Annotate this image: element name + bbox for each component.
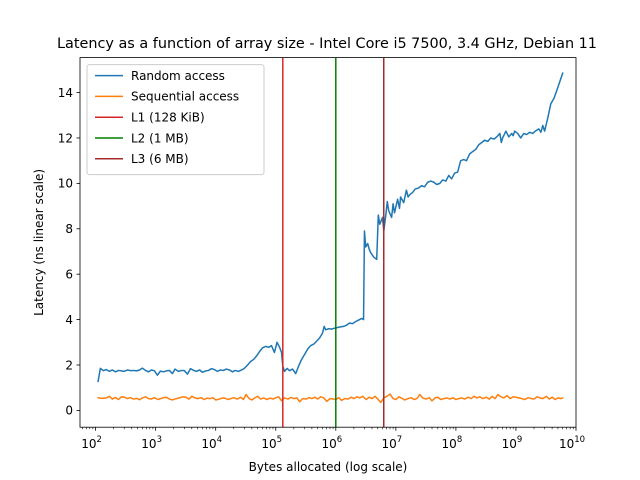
y-tick-label: 12 xyxy=(58,131,73,145)
x-tick-label: 104 xyxy=(201,435,222,451)
legend: Random access Sequential access L1 (128 Ki… xyxy=(86,64,265,176)
legend-box xyxy=(86,64,265,176)
legend-label-l2-1-mb: L2 (1 MB) xyxy=(131,131,189,145)
data-layer xyxy=(97,57,564,428)
axes-frame xyxy=(79,57,577,428)
y-tick-label: 2 xyxy=(65,358,73,372)
y-tick-label: 14 xyxy=(58,86,73,100)
chart-title: Latency as a function of array size - In… xyxy=(57,36,597,52)
x-tick-label: 102 xyxy=(81,435,102,451)
x-tick-label: 1010 xyxy=(559,435,585,451)
series-line-sequential-access xyxy=(97,393,564,404)
x-tick-label: 109 xyxy=(502,435,523,451)
y-tick-label: 8 xyxy=(65,222,73,236)
x-tick-label: 106 xyxy=(321,435,342,451)
legend-label-l1-128-kib: L1 (128 KiB) xyxy=(131,111,205,125)
series-line-random-access xyxy=(97,72,564,383)
x-tick-label: 107 xyxy=(381,435,402,451)
y-tick-label: 4 xyxy=(65,313,73,327)
plot-area xyxy=(79,57,577,428)
y-tick-label: 6 xyxy=(65,267,73,281)
legend-label-l3-6-mb: L3 (6 MB) xyxy=(131,152,189,166)
x-tick-label: 108 xyxy=(442,435,463,451)
y-tick-label: 0 xyxy=(65,404,73,418)
legend-label-sequential-access: Sequential access xyxy=(131,90,239,104)
legend-label-random-access: Random access xyxy=(131,69,225,83)
x-tick-label: 105 xyxy=(261,435,282,451)
x-axis-label: Bytes allocated (log scale) xyxy=(249,460,408,474)
x-axis: 102 103 104 105 106 107 108 109 1010 xyxy=(81,427,585,451)
x-tick-label: 103 xyxy=(141,435,162,451)
y-tick-label: 10 xyxy=(58,177,73,191)
y-axis-label: Latency (ns linear scale) xyxy=(32,169,46,316)
y-axis: 0 2 4 6 8 10 12 14 xyxy=(58,86,80,418)
